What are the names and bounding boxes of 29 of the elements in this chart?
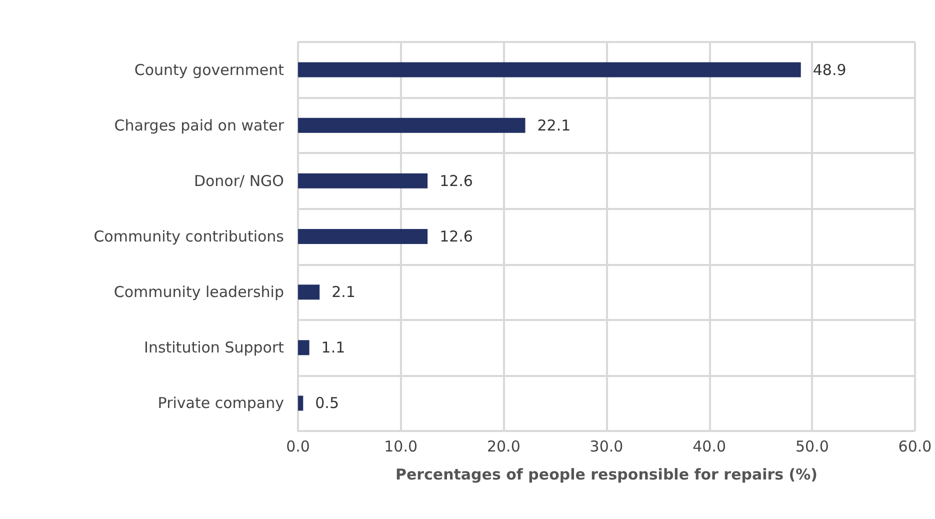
data-label: 12.6	[440, 228, 473, 246]
bar	[298, 396, 304, 411]
bar	[298, 340, 310, 356]
bar	[298, 284, 320, 300]
y-tick-label: Donor/ NGO	[194, 172, 284, 190]
x-tick-label: 10.0	[384, 438, 418, 456]
data-label: 2.1	[332, 283, 356, 302]
x-tick-label: 50.0	[795, 438, 829, 456]
bar	[298, 229, 428, 244]
y-tick-label: Institution Support	[144, 338, 284, 357]
bar	[298, 173, 428, 188]
y-tick-label: Community leadership	[114, 283, 284, 302]
x-tick-label: 30.0	[590, 438, 624, 456]
data-label: 48.9	[812, 60, 846, 79]
x-tick-label: 20.0	[486, 438, 520, 456]
data-label: 12.6	[440, 172, 473, 190]
x-tick-label: 40.0	[692, 438, 726, 456]
bar	[298, 118, 526, 133]
data-label: 0.5	[315, 394, 339, 412]
x-axis-title: Percentages of people responsible for repairs (%)	[395, 466, 818, 484]
data-label: 1.1	[321, 338, 346, 357]
x-tick-label: 60.0	[898, 438, 932, 456]
y-tick-label: Community contributions	[94, 228, 284, 246]
y-tick-label: Charges paid on water	[114, 116, 285, 134]
y-tick-label: Private company	[158, 394, 284, 412]
data-label: 22.1	[537, 116, 571, 134]
y-tick-label: County government	[134, 60, 284, 79]
bar	[298, 62, 801, 78]
x-tick-label: 0.0	[286, 438, 310, 456]
